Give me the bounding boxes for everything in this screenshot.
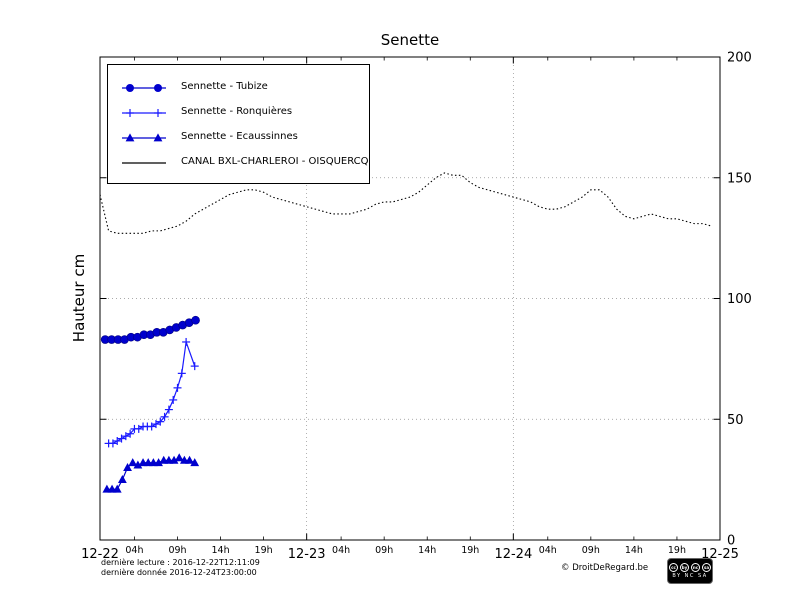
x-minor-tick-label: 04h — [332, 545, 350, 556]
legend-sample-ecaussinnes — [120, 130, 168, 144]
marker-triangle — [117, 475, 127, 484]
marker-triangle — [154, 458, 163, 467]
marker-triangle — [174, 453, 184, 462]
legend-label-canal: CANAL BXL-CHARLEROI - OISQUERCQ — [181, 156, 369, 167]
legend-item: Sennette - Ecaussinnes — [108, 124, 369, 149]
x-minor-tick-label: 14h — [212, 545, 230, 556]
y-axis-label: Hauteur cm — [70, 253, 88, 343]
x-minor-tick-label: 19h — [668, 545, 686, 556]
cc-license-text: BY NC SA — [672, 573, 708, 579]
legend: Sennette - Tubize Sennette - Ronquières … — [107, 64, 370, 184]
marker-triangle — [185, 455, 194, 464]
legend-sample-icon — [122, 83, 166, 92]
legend-sample-canal — [120, 155, 168, 169]
x-minor-tick-label: 09h — [168, 545, 186, 556]
last-reading-text: dernière lecture : 2016-12-22T12:11:09 — [101, 558, 260, 567]
legend-sample-tubize — [120, 80, 168, 94]
marker-triangle — [123, 462, 132, 471]
y-tick-label: 100 — [727, 292, 752, 307]
x-minor-tick-label: 14h — [625, 545, 643, 556]
marker-circle — [191, 315, 200, 325]
x-minor-tick-label: 04h — [539, 545, 557, 556]
legend-sample-ronquieres — [120, 105, 168, 119]
y-tick-label: 150 — [727, 171, 752, 186]
x-minor-tick-label: 04h — [125, 545, 143, 556]
copyright-text: © DroitDeRegard.be — [561, 563, 649, 573]
x-tick-label: 12-24 — [494, 547, 532, 562]
legend-item: CANAL BXL-CHARLEROI - OISQUERCQ — [108, 149, 369, 174]
cc-logo-icon: cc — [669, 563, 678, 572]
y-tick-label: 0 — [727, 534, 735, 549]
x-minor-tick-label: 09h — [582, 545, 600, 556]
cc-by-icon: by — [680, 563, 689, 572]
legend-sample-icon — [122, 108, 166, 117]
marker-triangle — [128, 458, 138, 467]
marker-triangle — [190, 458, 200, 467]
series-line — [99, 172, 712, 234]
cc-icons-row: cc by nc sa — [669, 563, 711, 572]
x-minor-tick-label: 19h — [461, 545, 479, 556]
y-tick-label: 50 — [727, 413, 744, 428]
y-tick-label: 200 — [727, 51, 752, 66]
legend-item: Sennette - Ronquières — [108, 99, 369, 124]
legend-label-ronquieres: Sennette - Ronquières — [181, 106, 293, 117]
x-minor-tick-label: 19h — [255, 545, 273, 556]
cc-license-badge[interactable]: cc by nc sa BY NC SA — [667, 558, 713, 584]
last-data-text: dernière donnée 2016-12-24T23:00:00 — [101, 568, 257, 577]
marker-triangle — [112, 484, 122, 493]
marker-triangle — [133, 460, 143, 469]
x-minor-tick-label: 09h — [375, 545, 393, 556]
legend-sample-icon — [122, 161, 166, 164]
legend-item: Sennette - Tubize — [108, 74, 369, 99]
cc-nc-icon: nc — [691, 563, 700, 572]
legend-label-ecaussinnes: Sennette - Ecaussinnes — [181, 131, 298, 142]
cc-sa-icon: sa — [702, 563, 711, 572]
legend-label-tubize: Sennette - Tubize — [181, 81, 268, 92]
x-tick-label: 12-23 — [288, 547, 326, 562]
marker-triangle — [169, 455, 179, 464]
x-minor-tick-label: 14h — [418, 545, 436, 556]
legend-sample-icon — [122, 132, 166, 141]
chart-title: Senette — [380, 31, 440, 49]
x-tick-label: 12-22 — [81, 547, 119, 562]
